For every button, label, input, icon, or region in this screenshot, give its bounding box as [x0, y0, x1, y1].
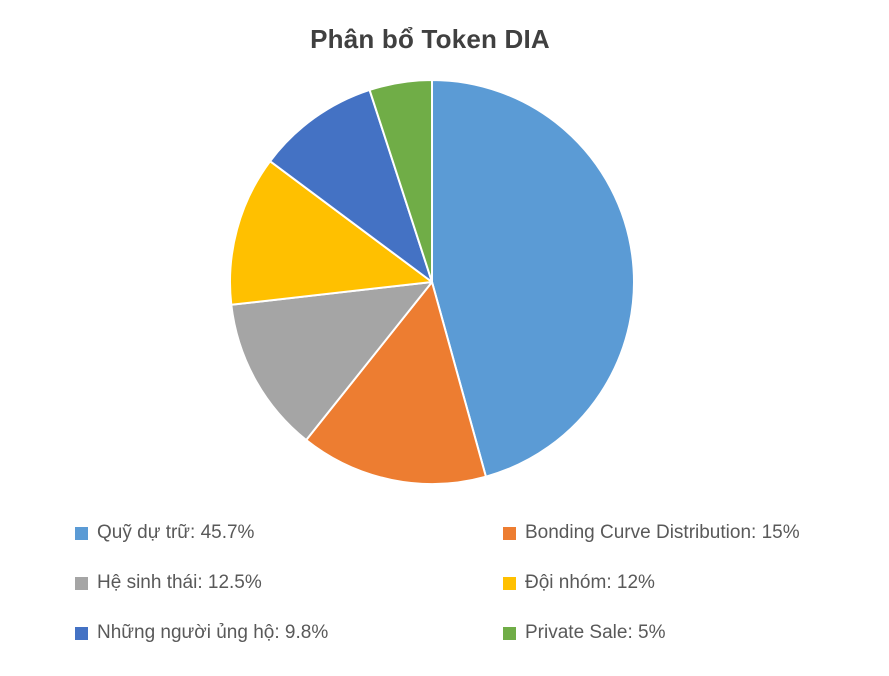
- legend-swatch-icon: [75, 626, 88, 640]
- legend: Quỹ dự trữ: 45.7% Bonding Curve Distribut…: [75, 518, 800, 648]
- legend-item-0: Quỹ dự trữ: 45.7%: [75, 518, 503, 548]
- pie-slice-1: [305, 281, 487, 485]
- legend-swatch-icon: [503, 576, 516, 590]
- legend-item-2: Hệ sinh thái: 12.5%: [75, 568, 503, 598]
- legend-label: Private Sale: 5%: [525, 622, 666, 643]
- legend-label: Những người ủng hộ: 9.8%: [97, 622, 329, 643]
- chart-title: Phân bổ Token DIA: [310, 24, 550, 54]
- legend-swatch-icon: [75, 526, 88, 540]
- legend-item-5: Private Sale: 5%: [503, 618, 800, 648]
- pie-chart: [228, 79, 635, 485]
- legend-label: Hệ sinh thái: 12.5%: [97, 572, 262, 593]
- legend-label: Quỹ dự trữ: 45.7%: [97, 522, 255, 543]
- pie-slice-0: [431, 79, 635, 478]
- legend-label: Đội nhóm: 12%: [525, 572, 655, 593]
- legend-swatch-icon: [75, 576, 88, 590]
- pie-slice-3: [228, 160, 433, 306]
- legend-swatch-icon: [503, 526, 516, 540]
- legend-label: Bonding Curve Distribution: 15%: [525, 522, 800, 543]
- legend-item-3: Đội nhóm: 12%: [503, 568, 800, 598]
- pie-slice-2: [230, 281, 433, 442]
- legend-item-1: Bonding Curve Distribution: 15%: [503, 518, 800, 548]
- legend-item-4: Những người ủng hộ: 9.8%: [75, 618, 503, 648]
- pie-slice-4: [269, 88, 433, 283]
- pie-slice-5: [368, 79, 433, 283]
- legend-swatch-icon: [503, 626, 516, 640]
